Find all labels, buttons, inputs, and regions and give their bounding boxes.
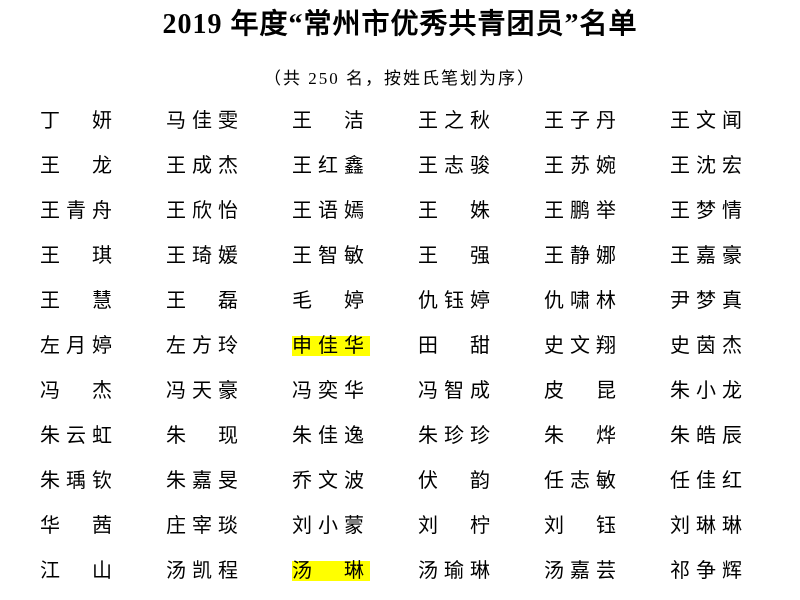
name-cell: 王智敏	[292, 244, 370, 267]
name-cell: 王欣怡	[166, 199, 244, 222]
name-cell: 江 山	[40, 559, 118, 582]
name-cell: 朱瑀钦	[40, 469, 118, 492]
name-cell: 王 慧	[40, 289, 118, 312]
name-cell: 祁争辉	[670, 559, 748, 582]
name-cell: 皮 昆	[544, 379, 622, 402]
name-cell: 丁 妍	[40, 109, 118, 132]
name-cell: 华 茜	[40, 514, 118, 537]
name-cell: 王子丹	[544, 109, 622, 132]
name-cell: 史茵杰	[670, 334, 748, 357]
name-cell: 刘琳琳	[670, 514, 748, 537]
name-cell: 冯 杰	[40, 379, 118, 402]
name-cell: 刘 钰	[544, 514, 622, 537]
name-cell: 朱珍珍	[418, 424, 496, 447]
name-cell: 刘 柠	[418, 514, 496, 537]
name-cell: 王鹏举	[544, 199, 622, 222]
name-cell: 史文翔	[544, 334, 622, 357]
name-cell: 汤凯程	[166, 559, 244, 582]
name-cell: 王成杰	[166, 154, 244, 177]
name-cell: 王青舟	[40, 199, 118, 222]
name-cell: 朱嘉旻	[166, 469, 244, 492]
name-cell: 朱小龙	[670, 379, 748, 402]
name-cell: 庄宰琰	[166, 514, 244, 537]
name-cell: 王语嫣	[292, 199, 370, 222]
document-subtitle: （共 250 名，按姓氏笔划为序）	[264, 68, 536, 88]
name-cell: 王 龙	[40, 154, 118, 177]
name-cell: 王嘉豪	[670, 244, 748, 267]
name-cell: 朱 现	[166, 424, 244, 447]
name-cell: 王红鑫	[292, 154, 370, 177]
name-cell: 汤瑜琳	[418, 559, 496, 582]
name-cell: 王苏婉	[544, 154, 622, 177]
name-cell: 左方玲	[166, 334, 244, 357]
name-cell: 朱佳逸	[292, 424, 370, 447]
name-cell: 冯智成	[418, 379, 496, 402]
name-cell: 仇啸林	[544, 289, 622, 312]
name-cell: 王琦媛	[166, 244, 244, 267]
name-cell: 王 琪	[40, 244, 118, 267]
roster-grid: 丁 妍马佳雯王 洁王之秋 王子丹 王文闻王 龙王成杰 王红鑫 王志骏 王苏婉 王沈宏 王青舟王…	[0, 111, 800, 581]
name-cell: 尹梦真	[670, 289, 748, 312]
name-cell: 朱皓辰	[670, 424, 748, 447]
name-cell: 刘小蒙	[292, 514, 370, 537]
name-cell: 伏 韵	[418, 469, 496, 492]
name-cell: 毛 婷	[292, 289, 370, 312]
name-cell-highlighted: 申佳华	[292, 334, 370, 357]
name-cell-highlighted: 汤 琳	[292, 559, 370, 582]
name-cell: 乔文波	[292, 469, 370, 492]
name-cell: 朱云虹	[40, 424, 118, 447]
name-cell: 王沈宏	[670, 154, 748, 177]
name-cell: 王梦情	[670, 199, 748, 222]
name-cell: 马佳雯	[166, 109, 244, 132]
name-cell: 汤嘉芸	[544, 559, 622, 582]
name-cell: 仇钰婷	[418, 289, 496, 312]
name-cell: 王 姝	[418, 199, 496, 222]
name-cell: 王 洁	[292, 109, 370, 132]
name-cell: 朱 烨	[544, 424, 622, 447]
name-cell: 冯奕华	[292, 379, 370, 402]
name-cell: 田 甜	[418, 334, 496, 357]
name-cell: 任志敏	[544, 469, 622, 492]
name-cell: 王静娜	[544, 244, 622, 267]
name-cell: 王 磊	[166, 289, 244, 312]
name-cell: 任佳红	[670, 469, 748, 492]
name-cell: 王 强	[418, 244, 496, 267]
name-cell: 王之秋	[418, 109, 496, 132]
name-cell: 冯天豪	[166, 379, 244, 402]
name-cell: 王文闻	[670, 109, 748, 132]
name-cell: 王志骏	[418, 154, 496, 177]
name-cell: 左月婷	[40, 334, 118, 357]
document-title: 2019 年度“常州市优秀共青团员”名单	[162, 9, 638, 40]
